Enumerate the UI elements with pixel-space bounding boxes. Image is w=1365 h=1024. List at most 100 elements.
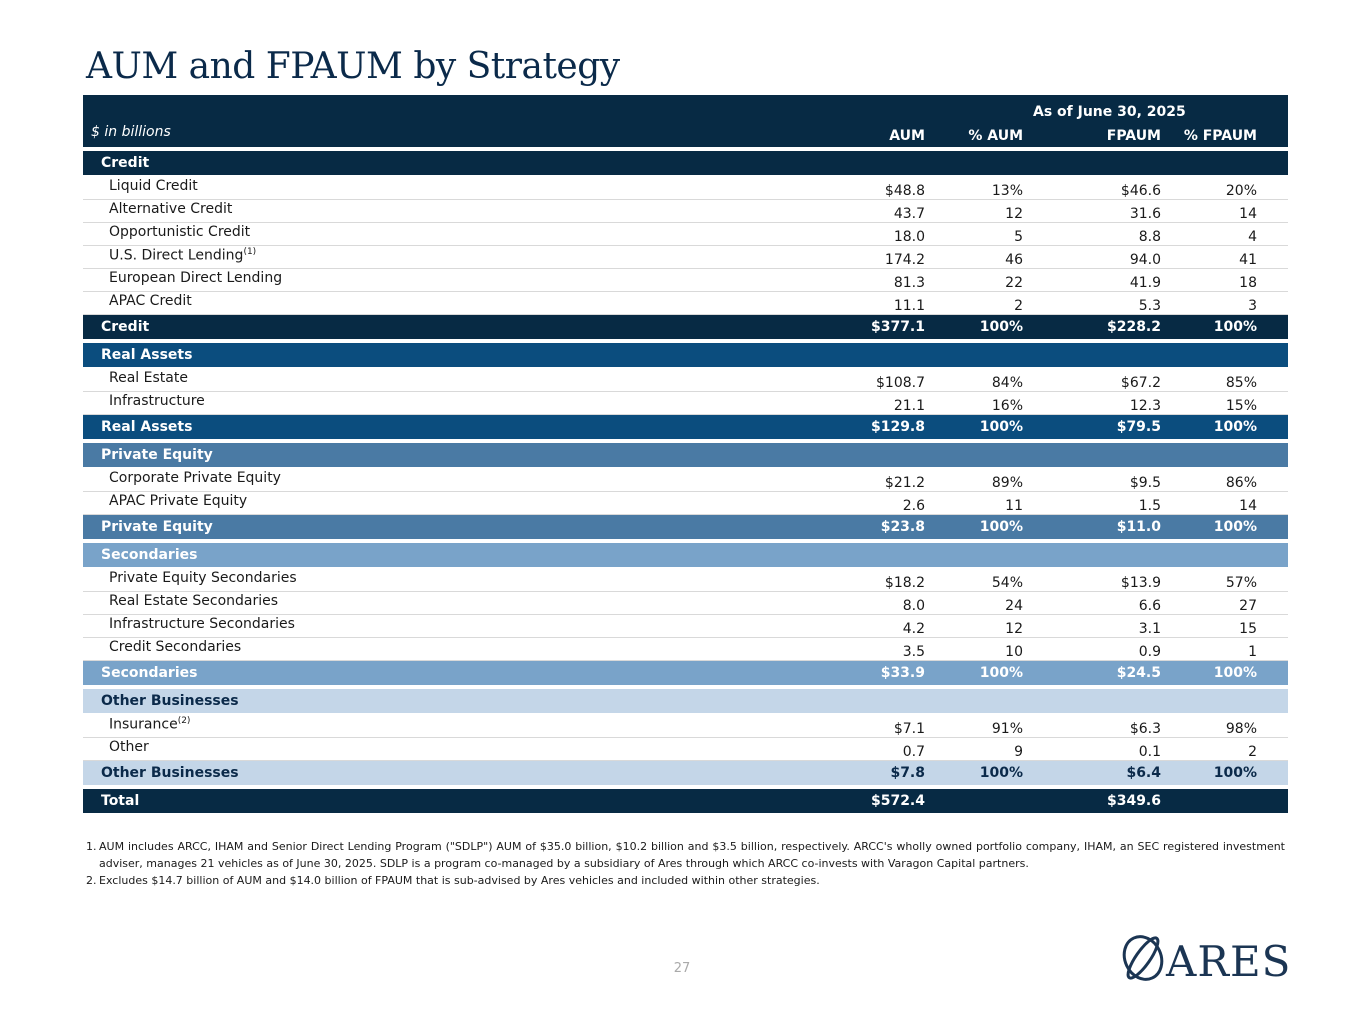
ares-wordmark: ARES	[1166, 937, 1292, 986]
footnote-number: 1.	[86, 840, 97, 853]
spacer	[83, 339, 1288, 343]
fpaum-value: $228.2	[1106, 319, 1161, 335]
row-label: Real Estate Secondaries	[109, 593, 278, 609]
aum-value: 18.0	[893, 229, 925, 245]
col-aum-pct: % AUM	[968, 128, 1023, 144]
table-row: Real Estate $108.7 84% $67.2 85%	[83, 369, 1288, 392]
total-label: Private Equity	[101, 519, 213, 535]
row-label: Other	[109, 739, 149, 755]
total-label: Total	[101, 793, 140, 809]
fpaum-pct-value: 100%	[1213, 319, 1257, 335]
aum-pct-value: 13%	[991, 183, 1023, 199]
aum-value: $18.2	[884, 575, 925, 591]
aum-value: $377.1	[870, 319, 925, 335]
row-label-text: Opportunistic Credit	[109, 224, 251, 240]
fpaum-pct-value: 27	[1239, 598, 1257, 614]
aum-pct-value: 100%	[979, 665, 1023, 681]
aum-pct-value: 2	[1014, 298, 1023, 314]
section-total-row: Credit $377.1 100% $228.2 100%	[83, 315, 1288, 339]
aum-pct-value: 16%	[991, 398, 1023, 414]
page-title: AUM and FPAUM by Strategy	[86, 46, 620, 87]
row-label-text: Credit Secondaries	[109, 639, 242, 655]
table-row: Private Equity Secondaries $18.2 54% $13.9 5…	[83, 569, 1288, 592]
row-label-text: Corporate Private Equity	[109, 470, 281, 486]
total-label: Secondaries	[101, 665, 198, 681]
row-label-text: Private Equity Secondaries	[109, 570, 297, 586]
aum-value: $7.1	[893, 721, 925, 737]
section-header: Real Assets	[83, 343, 1288, 369]
row-label: APAC Private Equity	[109, 493, 247, 509]
page-number: 27	[673, 961, 691, 976]
spacer	[83, 785, 1288, 789]
aum-pct-value: 91%	[991, 721, 1023, 737]
aum-pct-value: 46	[1005, 252, 1023, 268]
section-title: Real Assets	[101, 347, 193, 363]
table-header: As of June 30, 2025 $ in billions AUM % …	[83, 95, 1288, 147]
fpaum-pct-value: 100%	[1213, 765, 1257, 781]
aum-value: 174.2	[884, 252, 925, 268]
fpaum-value: $6.4	[1126, 765, 1161, 781]
aum-pct-value: 5	[1014, 229, 1023, 245]
section-header: Credit	[83, 151, 1288, 177]
section-total-row: Secondaries $33.9 100% $24.5 100%	[83, 661, 1288, 685]
aum-pct-value: 100%	[979, 519, 1023, 535]
aum-pct-value: 12	[1005, 206, 1023, 222]
fpaum-pct-value: 98%	[1225, 721, 1257, 737]
aum-pct-value: 11	[1005, 498, 1023, 514]
table-body: Credit Liquid Credit $48.8 13% $46.6 20% Alter…	[83, 147, 1288, 813]
fpaum-value: $349.6	[1106, 793, 1161, 809]
footnote-text: Excludes $14.7 billion of AUM and $14.0 …	[99, 874, 820, 887]
fpaum-value: $67.2	[1120, 375, 1161, 391]
fpaum-value: 12.3	[1129, 398, 1161, 414]
fpaum-pct-value: 85%	[1225, 375, 1257, 391]
table-row: Infrastructure Secondaries 4.2 12 3.1 15	[83, 615, 1288, 638]
aum-pct-value: 10	[1005, 644, 1023, 660]
fpaum-value: $13.9	[1120, 575, 1161, 591]
aum-value: $21.2	[884, 475, 925, 491]
aum-pct-value: 100%	[979, 419, 1023, 435]
row-label-text: Other	[109, 739, 149, 755]
section-header: Private Equity	[83, 443, 1288, 469]
aum-value: 43.7	[893, 206, 925, 222]
fpaum-value: $79.5	[1116, 419, 1161, 435]
aum-pct-value: 100%	[979, 765, 1023, 781]
spacer	[83, 439, 1288, 443]
aum-pct-value: 84%	[991, 375, 1023, 391]
fpaum-pct-value: 86%	[1225, 475, 1257, 491]
aum-value: $7.8	[890, 765, 925, 781]
table-row: European Direct Lending 81.3 22 41.9 18	[83, 269, 1288, 292]
row-label-text: European Direct Lending	[109, 270, 283, 286]
fpaum-pct-value: 100%	[1213, 665, 1257, 681]
fpaum-value: $6.3	[1129, 721, 1161, 737]
row-label: Corporate Private Equity	[109, 470, 281, 486]
table-row: U.S. Direct Lending(1) 174.2 46 94.0 41	[83, 246, 1288, 269]
aum-value: $33.9	[880, 665, 925, 681]
fpaum-pct-value: 14	[1239, 498, 1257, 514]
table-row: Opportunistic Credit 18.0 5 8.8 4	[83, 223, 1288, 246]
fpaum-pct-value: 1	[1248, 644, 1257, 660]
fpaum-value: 3.1	[1138, 621, 1161, 637]
fpaum-value: $24.5	[1116, 665, 1161, 681]
table-row: APAC Private Equity 2.6 11 1.5 14	[83, 492, 1288, 515]
fpaum-pct-value: 100%	[1213, 419, 1257, 435]
fpaum-pct-value: 100%	[1213, 519, 1257, 535]
fpaum-pct-value: 3	[1248, 298, 1257, 314]
section-header: Other Businesses	[83, 689, 1288, 715]
unit-label: $ in billions	[91, 124, 171, 140]
row-label: Opportunistic Credit	[109, 224, 250, 240]
row-label: APAC Credit	[109, 293, 192, 309]
table-row: Liquid Credit $48.8 13% $46.6 20%	[83, 177, 1288, 200]
fpaum-value: 41.9	[1129, 275, 1161, 291]
footnote-1: 1. AUM includes ARCC, IHAM and Senior Di…	[86, 838, 1285, 872]
table-row: Credit Secondaries 3.5 10 0.9 1	[83, 638, 1288, 661]
section-total-row: Other Businesses $7.8 100% $6.4 100%	[83, 761, 1288, 785]
grand-total-row: Total $572.4 $349.6	[83, 789, 1288, 813]
row-label-text: Real Estate	[109, 370, 188, 386]
footnote-ref: (2)	[177, 716, 191, 726]
aum-pct-value: 54%	[991, 575, 1023, 591]
aum-value: $572.4	[870, 793, 925, 809]
section-header: Secondaries	[83, 543, 1288, 569]
table-row: Infrastructure 21.1 16% 12.3 15%	[83, 392, 1288, 415]
aum-value: $48.8	[884, 183, 925, 199]
fpaum-pct-value: 18	[1239, 275, 1257, 291]
